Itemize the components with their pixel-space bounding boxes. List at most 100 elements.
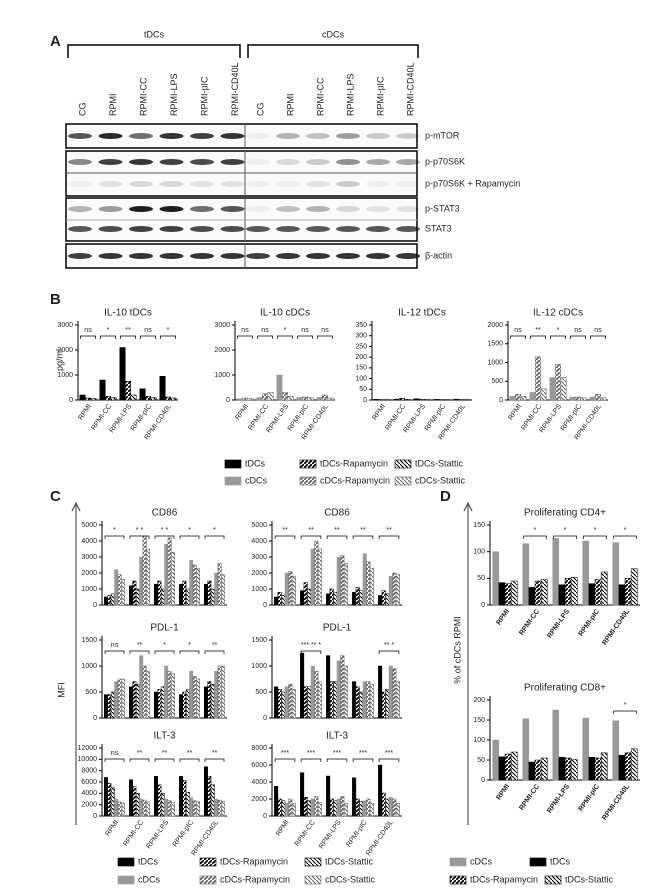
y-tick-label: 8000 [251, 745, 267, 752]
x-tick-label: RPMI-LPS [546, 608, 571, 640]
bar [139, 388, 146, 401]
bar [132, 681, 137, 719]
bar [79, 394, 86, 401]
significance-bracket [326, 535, 348, 539]
legend-swatch [199, 875, 217, 885]
bar [132, 580, 137, 606]
bar [284, 686, 289, 719]
significance-bracket [104, 758, 125, 762]
bar [419, 399, 425, 401]
blot-band [190, 226, 214, 232]
bar [288, 571, 293, 606]
blot-band [366, 253, 390, 259]
blot-band [129, 226, 153, 232]
blot-band [159, 253, 184, 259]
significance-bracket [257, 335, 273, 339]
significance-bracket [154, 535, 175, 539]
bar [326, 655, 331, 719]
y-tick-label: 2000 [214, 347, 230, 354]
bar [242, 397, 248, 401]
bar [564, 757, 572, 781]
bar [329, 588, 334, 606]
panel-label: D [440, 488, 451, 505]
x-tick-label: RPMI [275, 819, 291, 837]
bar [433, 399, 440, 401]
bar [392, 572, 397, 606]
legend-label: tDCs-Rapamycin [470, 874, 538, 884]
y-tick-label: 250 [355, 343, 367, 350]
bar [314, 670, 319, 719]
blot-band [336, 226, 360, 232]
y-tick-label: 1000 [81, 586, 97, 593]
lane-label: RPMI-CD40L [405, 62, 415, 116]
bar [288, 798, 293, 817]
y-tick-label: 1000 [214, 372, 230, 379]
bar [256, 397, 263, 401]
chart-title: IL-10 cDCs [260, 308, 310, 319]
bar [192, 676, 197, 719]
y-tick-label: 1000 [487, 359, 503, 366]
bar [378, 595, 383, 606]
chart-title: CD86 [324, 508, 350, 519]
x-tick-label: RPMI-CC [122, 819, 145, 848]
y-tick-label: 150 [355, 365, 367, 372]
bar [381, 590, 386, 606]
bar [522, 543, 530, 606]
x-tick-label: RPMI-LPS [145, 819, 170, 850]
bar [114, 681, 119, 719]
y-tick-label: 3000 [214, 322, 230, 329]
bar [492, 551, 500, 606]
y-tick-label: 1000 [57, 372, 73, 379]
panel-label: C [50, 488, 61, 505]
blot-band [306, 226, 330, 232]
bar [204, 686, 208, 719]
significance-label: ** [125, 327, 131, 334]
bar [277, 591, 282, 606]
bar [540, 579, 548, 606]
y-tick-label: 1000 [251, 663, 267, 670]
legend-swatch [304, 857, 322, 867]
bar [534, 759, 542, 781]
blot-band [190, 206, 214, 212]
significance-bracket [277, 335, 293, 339]
band-label: β-actin [425, 250, 452, 260]
bar [262, 393, 268, 401]
blot-band [220, 159, 245, 165]
blot-band [68, 253, 92, 259]
bar [185, 791, 190, 817]
chart-title: PDL-1 [150, 623, 179, 634]
bar [369, 683, 374, 719]
x-tick-label: RPMI [371, 403, 387, 421]
y-tick-label: 150 [473, 522, 485, 529]
x-tick-label: RPMI-CC [518, 608, 541, 637]
bar [333, 591, 338, 606]
y-tick-label: 2000 [251, 570, 267, 577]
significance-label: ** [162, 750, 168, 757]
bar [385, 689, 390, 719]
significance-label: ns [301, 327, 309, 334]
blot-band [366, 181, 390, 187]
legend-label: cDCs-Rapamycin [220, 874, 290, 884]
bar [291, 803, 296, 817]
bar [142, 799, 147, 817]
significance-bracket [570, 335, 586, 339]
y-tick-label: 100 [473, 549, 485, 556]
bar [296, 397, 303, 401]
bar [170, 397, 177, 401]
bar [214, 670, 219, 719]
bar [336, 660, 341, 719]
bar [142, 535, 147, 606]
y-tick-label: 1000 [81, 663, 97, 670]
bar [582, 540, 590, 606]
significance-bracket [154, 758, 175, 762]
bar [510, 580, 518, 606]
bar [207, 776, 212, 817]
bar [189, 797, 194, 817]
legend-swatch [394, 459, 412, 469]
bar [326, 593, 331, 606]
bar [529, 392, 536, 401]
significance-label: *** ** * [301, 642, 322, 649]
legend-swatch [117, 857, 135, 867]
bar [504, 583, 512, 606]
blot-band [336, 181, 360, 187]
